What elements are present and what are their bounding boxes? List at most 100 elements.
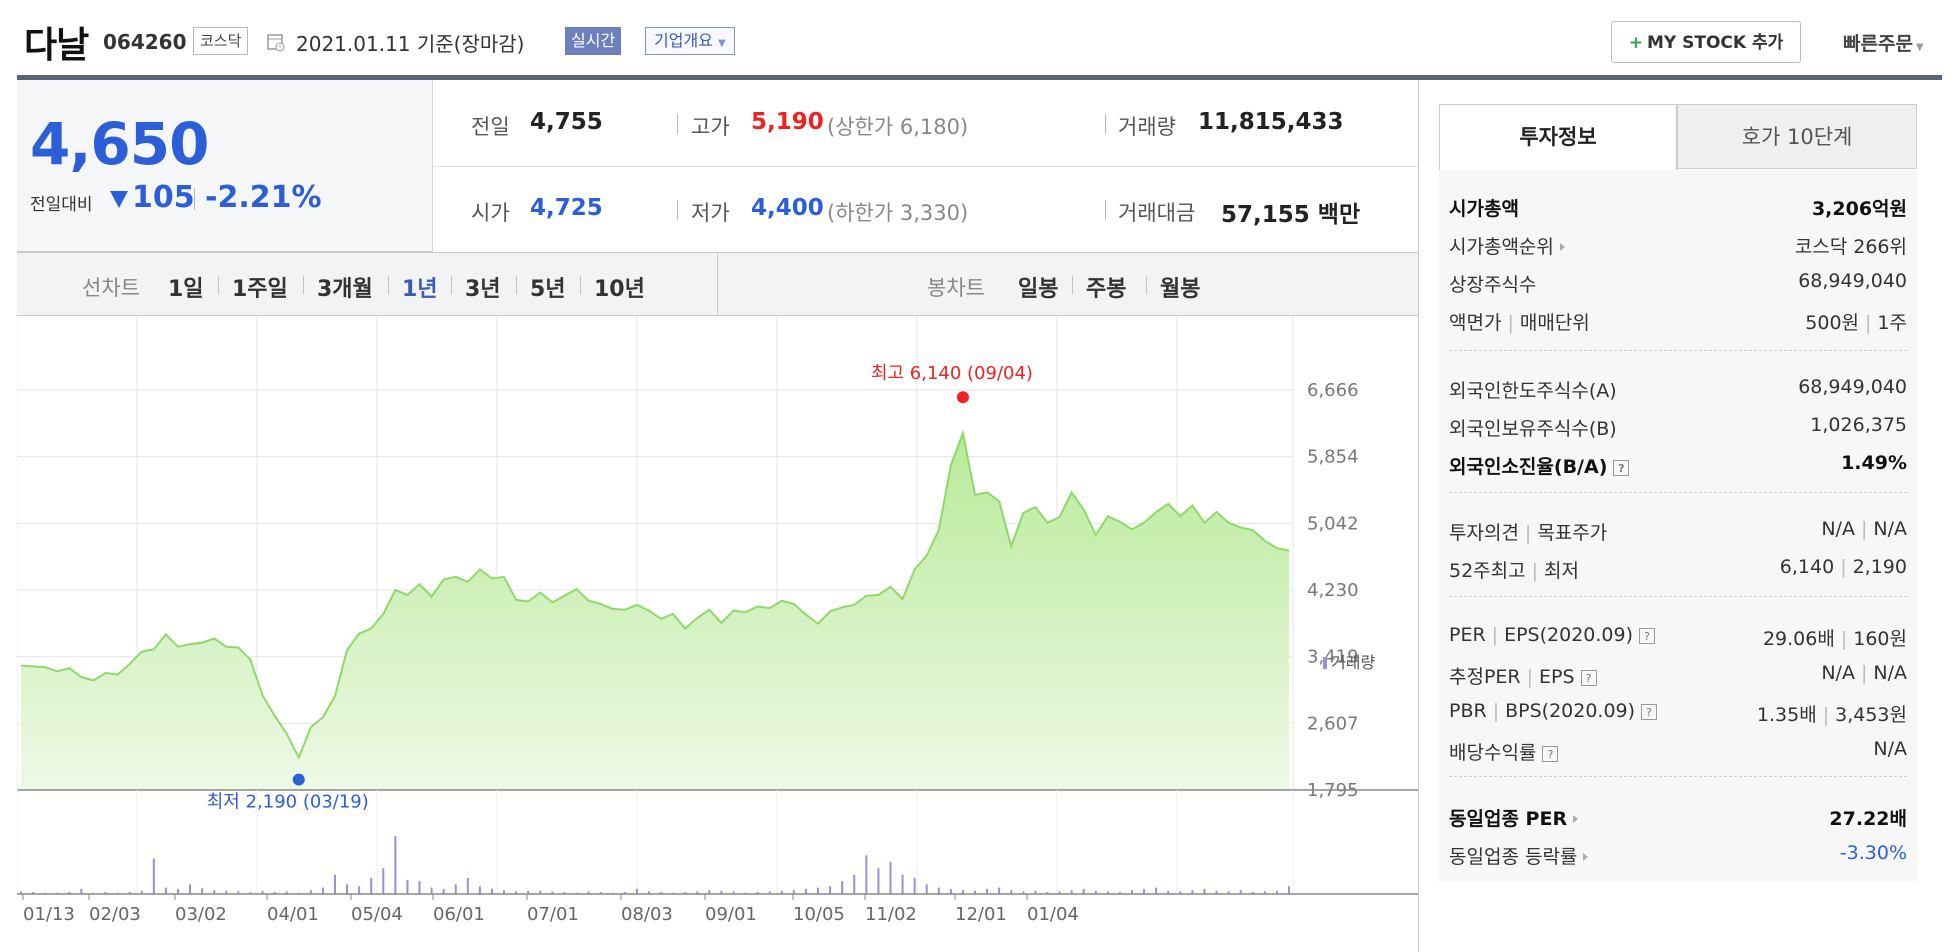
volume-bar: [418, 881, 421, 894]
volume-bar: [1239, 890, 1242, 894]
volume-bar: [1155, 887, 1158, 894]
volume-bar: [563, 892, 566, 894]
volume-bar: [1034, 890, 1037, 894]
change-label: 전일대비: [30, 195, 93, 215]
volume-bar: [454, 884, 457, 894]
period-1w[interactable]: 1주일: [232, 277, 288, 302]
volume-bar: [804, 888, 807, 894]
volume-bar: [152, 858, 155, 894]
quick-order-button[interactable]: 빠른주문 ▼: [1843, 29, 1924, 56]
period-5y[interactable]: 5년: [530, 277, 566, 302]
volume-bar: [986, 888, 989, 894]
high-annotation: 최고 6,140 (09/04): [871, 363, 1033, 384]
period-3y[interactable]: 3년: [465, 277, 501, 302]
volume-bar: [949, 888, 952, 894]
pipe-separator: |: [1531, 560, 1539, 582]
volume-bar: [1046, 892, 1049, 894]
volume-bar: [370, 877, 373, 894]
line-chart-label: 선차트: [82, 276, 140, 300]
info-row: 동일업종 PER 27.22배: [1449, 804, 1907, 836]
info-label[interactable]: 시가총액순위: [1449, 232, 1565, 259]
info-value-1: 68,949,040: [1798, 376, 1907, 398]
info-value-2: 2,190: [1852, 556, 1907, 578]
volume-bar: [346, 884, 349, 894]
volume-bar: [213, 890, 216, 894]
period-10y[interactable]: 10년: [594, 277, 645, 302]
x-tick-label: 09/01: [705, 904, 757, 925]
volume-bar: [623, 892, 626, 894]
volume-bar: [780, 890, 783, 894]
volume-value: 11,815,433: [1198, 109, 1344, 135]
info-key-2: EPS(2020.09): [1504, 624, 1633, 646]
add-mystock-button[interactable]: + MY STOCK 추가: [1611, 21, 1801, 63]
info-label[interactable]: 동일업종 등락률: [1449, 842, 1589, 869]
chevron-right-icon: [1559, 243, 1565, 251]
info-value: 27.22배: [1829, 804, 1907, 831]
high-value: 5,190: [751, 109, 824, 135]
period-1d[interactable]: 1일: [168, 277, 204, 302]
help-icon[interactable]: ?: [1641, 704, 1658, 720]
volume-bar: [660, 892, 663, 894]
info-row: 외국인소진율(B/A)? 1.49%: [1449, 452, 1907, 484]
info-key: 동일업종 PER: [1449, 808, 1568, 830]
volume-bar: [925, 884, 928, 894]
pipe-separator: |: [1840, 628, 1848, 650]
help-icon[interactable]: ?: [1542, 746, 1559, 762]
period-3m[interactable]: 3개월: [317, 277, 373, 302]
info-value: 29.06배 | 160원: [1763, 624, 1907, 651]
info-row: 추정PER | EPS? N/A | N/A: [1449, 662, 1907, 694]
info-label: 배당수익률?: [1449, 738, 1559, 765]
stock-code: 064260: [103, 30, 187, 54]
add-mystock-label: MY STOCK 추가: [1646, 33, 1784, 53]
volume-bar: [1118, 892, 1121, 894]
info-label[interactable]: 동일업종 PER: [1449, 804, 1579, 831]
company-overview-label: 기업개요: [654, 31, 713, 50]
volume-bar: [382, 868, 385, 894]
volume-bar: [1263, 891, 1266, 894]
divider: [388, 276, 389, 294]
volume-bar: [225, 890, 228, 894]
volume-bar: [708, 890, 711, 894]
calendar-icon: [267, 34, 285, 52]
candle-monthly[interactable]: 월봉: [1160, 277, 1201, 302]
volume-bar: [587, 891, 590, 894]
volume-bar: [273, 892, 276, 894]
realtime-button[interactable]: 실시간: [565, 27, 622, 55]
info-row: 시가총액 3,206억원: [1449, 194, 1907, 226]
stock-name: 다날: [24, 25, 89, 66]
pipe-separator: |: [1524, 522, 1532, 544]
volume-bar: [20, 891, 22, 894]
info-key: 외국인소진율(B/A): [1449, 456, 1608, 478]
prev-close-label: 전일: [471, 115, 510, 139]
price-line: [20, 429, 1290, 761]
candle-weekly[interactable]: 주봉: [1086, 277, 1127, 302]
info-label: 투자의견 | 목표주가: [1449, 518, 1607, 545]
candle-daily[interactable]: 일봉: [1018, 277, 1059, 302]
help-icon[interactable]: ?: [1580, 670, 1597, 686]
info-value-1: N/A: [1821, 518, 1855, 540]
volume-label: 거래량: [1118, 115, 1176, 139]
tab-orderbook[interactable]: 호가 10단계: [1677, 104, 1917, 169]
divider: [218, 276, 219, 294]
chevron-right-icon: [1583, 853, 1589, 861]
info-key: 시가총액순위: [1449, 236, 1554, 258]
volume-bar: [1106, 891, 1109, 894]
upper-limit: (상한가 6,180): [827, 115, 969, 139]
x-tick-label: 04/01: [267, 904, 319, 925]
price-area: [21, 433, 1289, 790]
period-1y[interactable]: 1년: [402, 277, 438, 302]
info-key: 동일업종 등락률: [1449, 846, 1578, 868]
amount-unit: 백만: [1317, 202, 1361, 228]
volume-bar: [539, 890, 542, 894]
volume-legend-label: 거래량: [1331, 653, 1375, 672]
help-icon[interactable]: ?: [1613, 460, 1630, 476]
low-marker: [292, 773, 305, 786]
company-overview-dropdown[interactable]: 기업개요 ▼: [645, 27, 735, 55]
volume-bar: [430, 887, 433, 894]
help-icon[interactable]: ?: [1639, 628, 1655, 644]
volume-bar: [792, 890, 795, 894]
tab-investment-info[interactable]: 투자정보: [1439, 104, 1677, 170]
info-key: 상장주식수: [1449, 274, 1537, 296]
pipe-separator: |: [1507, 312, 1514, 334]
